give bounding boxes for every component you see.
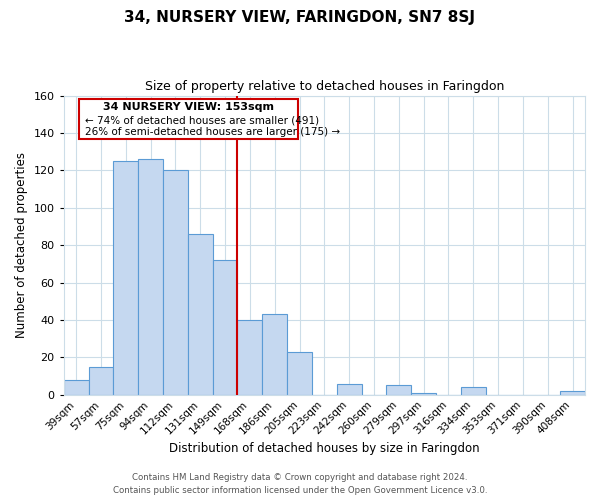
Text: ← 74% of detached houses are smaller (491): ← 74% of detached houses are smaller (49… xyxy=(85,115,319,125)
Text: 34, NURSERY VIEW, FARINGDON, SN7 8SJ: 34, NURSERY VIEW, FARINGDON, SN7 8SJ xyxy=(125,10,476,25)
Bar xyxy=(163,170,188,394)
Bar xyxy=(262,314,287,394)
Bar xyxy=(238,320,262,394)
Bar xyxy=(560,391,585,394)
Bar xyxy=(113,161,138,394)
Y-axis label: Number of detached properties: Number of detached properties xyxy=(15,152,28,338)
Bar xyxy=(64,380,89,394)
Bar xyxy=(461,387,486,394)
Title: Size of property relative to detached houses in Faringdon: Size of property relative to detached ho… xyxy=(145,80,504,93)
FancyBboxPatch shape xyxy=(79,98,298,139)
Bar xyxy=(212,260,238,394)
Bar xyxy=(386,386,411,394)
Bar xyxy=(138,159,163,394)
X-axis label: Distribution of detached houses by size in Faringdon: Distribution of detached houses by size … xyxy=(169,442,479,455)
Text: 34 NURSERY VIEW: 153sqm: 34 NURSERY VIEW: 153sqm xyxy=(103,102,274,112)
Text: 26% of semi-detached houses are larger (175) →: 26% of semi-detached houses are larger (… xyxy=(85,127,340,137)
Bar xyxy=(337,384,362,394)
Text: Contains HM Land Registry data © Crown copyright and database right 2024.
Contai: Contains HM Land Registry data © Crown c… xyxy=(113,474,487,495)
Bar xyxy=(188,234,212,394)
Bar xyxy=(89,366,113,394)
Bar xyxy=(411,393,436,394)
Bar xyxy=(287,352,312,395)
